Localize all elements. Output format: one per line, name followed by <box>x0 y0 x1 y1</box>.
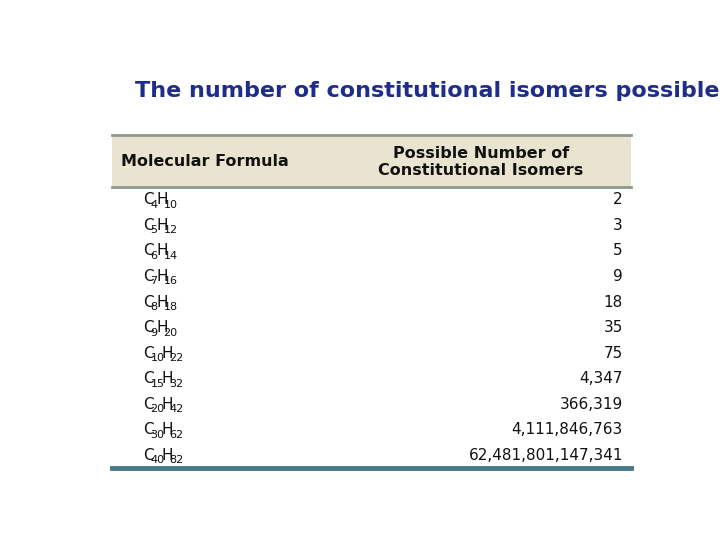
Text: Possible Number of: Possible Number of <box>392 146 569 161</box>
Text: 32: 32 <box>169 379 184 389</box>
Text: 62,481,801,147,341: 62,481,801,147,341 <box>469 448 623 463</box>
Text: 5: 5 <box>150 225 158 235</box>
Text: 8: 8 <box>150 302 158 312</box>
Text: 10: 10 <box>163 200 178 210</box>
Text: 4: 4 <box>150 200 158 210</box>
Text: H: H <box>156 192 168 207</box>
Text: H: H <box>162 397 174 411</box>
Text: C: C <box>143 422 153 437</box>
Text: The number of constitutional isomers possible: The number of constitutional isomers pos… <box>135 82 719 102</box>
Text: 3: 3 <box>613 218 623 233</box>
Text: 40: 40 <box>150 455 165 465</box>
Text: 7: 7 <box>150 276 158 286</box>
Text: 14: 14 <box>163 251 178 261</box>
Text: C: C <box>143 397 153 411</box>
Text: C: C <box>143 371 153 386</box>
Text: C: C <box>143 320 153 335</box>
Text: C: C <box>143 269 153 284</box>
Text: 9: 9 <box>150 328 158 338</box>
Text: 366,319: 366,319 <box>559 397 623 411</box>
Text: 16: 16 <box>163 276 178 286</box>
Text: H: H <box>162 371 174 386</box>
Text: 18: 18 <box>603 294 623 309</box>
Text: 5: 5 <box>613 244 623 259</box>
Text: 9: 9 <box>613 269 623 284</box>
Text: 20: 20 <box>163 328 178 338</box>
Text: 10: 10 <box>150 353 164 363</box>
Text: H: H <box>162 346 174 361</box>
Text: 18: 18 <box>163 302 178 312</box>
Text: H: H <box>156 294 168 309</box>
Text: 2: 2 <box>613 192 623 207</box>
Text: C: C <box>143 192 153 207</box>
Text: Molecular Formula: Molecular Formula <box>121 154 289 169</box>
Text: 35: 35 <box>603 320 623 335</box>
Text: 22: 22 <box>169 353 184 363</box>
Text: 82: 82 <box>169 455 184 465</box>
Text: 4,111,846,763: 4,111,846,763 <box>512 422 623 437</box>
Text: H: H <box>156 244 168 259</box>
Text: 42: 42 <box>169 404 184 414</box>
Text: 62: 62 <box>169 430 184 440</box>
Text: H: H <box>162 448 174 463</box>
Text: C: C <box>143 244 153 259</box>
Text: H: H <box>156 320 168 335</box>
Text: H: H <box>156 269 168 284</box>
Text: C: C <box>143 448 153 463</box>
Text: 4,347: 4,347 <box>580 371 623 386</box>
Text: 12: 12 <box>163 225 178 235</box>
Text: 30: 30 <box>150 430 164 440</box>
FancyBboxPatch shape <box>112 136 631 187</box>
Text: Constitutional Isomers: Constitutional Isomers <box>378 163 583 178</box>
Text: 6: 6 <box>150 251 158 261</box>
Text: H: H <box>156 218 168 233</box>
Text: C: C <box>143 346 153 361</box>
Text: C: C <box>143 294 153 309</box>
Text: 75: 75 <box>603 346 623 361</box>
Text: 15: 15 <box>150 379 164 389</box>
Text: 20: 20 <box>150 404 165 414</box>
Text: C: C <box>143 218 153 233</box>
Text: H: H <box>162 422 174 437</box>
